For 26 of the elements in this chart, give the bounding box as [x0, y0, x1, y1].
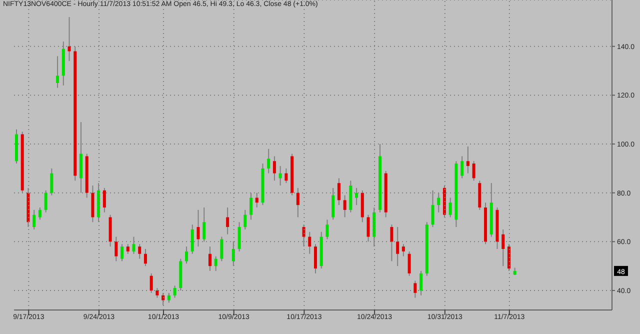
candlestick: [314, 244, 317, 274]
candlestick: [272, 156, 276, 182]
candlestick: [326, 219, 329, 240]
candlestick: [185, 246, 188, 264]
candlestick: [126, 244, 130, 254]
candlestick: [120, 244, 124, 262]
candlestick: [466, 146, 470, 174]
candlestick: [32, 209, 36, 230]
candlestick: [226, 206, 230, 235]
candlestick: [167, 292, 170, 304]
candlestick: [56, 56, 60, 88]
candlestick: [343, 194, 346, 218]
candlestick: [214, 256, 218, 272]
candlestick: [138, 244, 142, 260]
candlestick: [267, 148, 270, 174]
candlestick: [402, 244, 405, 257]
candlestick: [244, 209, 247, 230]
candlestick: [448, 197, 452, 218]
candlestick: [472, 160, 476, 182]
candlestick: [460, 156, 464, 179]
candlestick: [208, 246, 212, 272]
candlestick: [408, 250, 411, 276]
candlestick: [284, 168, 288, 184]
candlestick: [144, 248, 147, 267]
candlestick: [278, 165, 282, 186]
candlestick: [38, 206, 42, 220]
